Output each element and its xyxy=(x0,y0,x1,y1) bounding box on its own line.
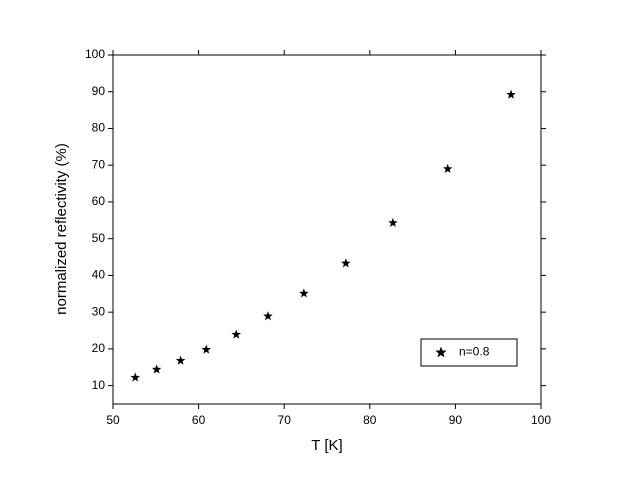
y-tick-label: 40 xyxy=(92,268,106,282)
data-point xyxy=(201,344,212,354)
x-tick-label: 100 xyxy=(531,413,551,427)
y-tick-label: 30 xyxy=(92,304,106,318)
data-point xyxy=(263,311,273,321)
legend-box xyxy=(420,338,518,367)
x-axis-title: T [K] xyxy=(311,437,342,454)
x-tick-label: 60 xyxy=(192,413,206,427)
plot-frame xyxy=(112,54,542,405)
data-point xyxy=(231,329,242,339)
data-point xyxy=(299,288,309,298)
y-axis-title: normalized reflectivity (%) xyxy=(53,143,70,315)
data-point xyxy=(130,372,141,382)
x-tick-label: 50 xyxy=(106,413,120,427)
x-tick-label: 90 xyxy=(449,413,463,427)
data-point xyxy=(175,355,186,365)
y-tick-label: 70 xyxy=(92,157,106,171)
data-point xyxy=(442,163,453,173)
y-tick-label: 90 xyxy=(92,84,106,98)
data-point xyxy=(388,217,398,227)
x-tick-label: 80 xyxy=(363,413,377,427)
legend-marker xyxy=(435,346,447,358)
data-point xyxy=(151,364,162,374)
y-tick-label: 100 xyxy=(85,47,105,61)
data-point xyxy=(506,89,516,99)
legend-label: n=0.8 xyxy=(459,345,490,359)
y-tick-label: 10 xyxy=(92,378,106,392)
data-point xyxy=(341,258,351,268)
x-tick-label: 70 xyxy=(278,413,292,427)
y-tick-label: 50 xyxy=(92,231,106,245)
y-tick-label: 80 xyxy=(92,121,106,135)
y-tick-label: 20 xyxy=(92,341,106,355)
y-tick-label: 60 xyxy=(92,194,106,208)
